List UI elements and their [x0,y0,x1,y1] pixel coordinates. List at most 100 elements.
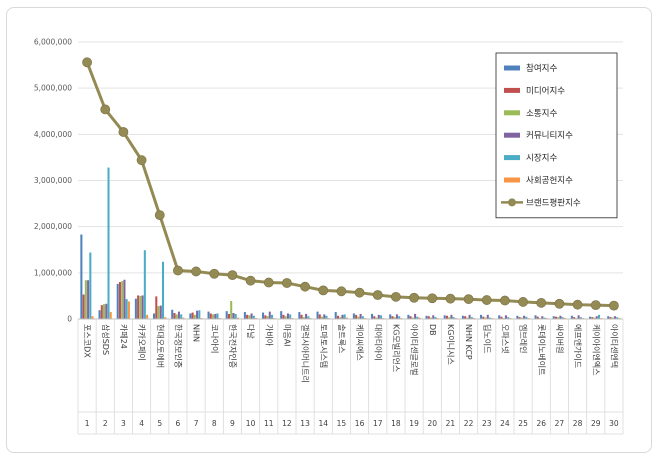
rank-label: 19 [409,419,419,428]
category-label: 카카오페이 [137,324,147,361]
bar [161,261,165,319]
rank-label: 26 [536,419,546,428]
rank-label: 13 [300,419,310,428]
bar [196,310,199,319]
bar [230,300,233,319]
bar [264,315,267,319]
line-marker [391,291,401,302]
line-marker [300,281,310,292]
bar [262,312,265,319]
bar [159,305,162,319]
rank-label: 28 [573,419,583,428]
bar [448,317,451,319]
bar [395,314,398,319]
line-marker [518,297,528,307]
rank-label: 21 [446,419,456,428]
category-label: KG모빌리언스 [391,324,401,372]
bar [300,314,303,319]
bar [109,312,112,319]
bar [488,317,492,319]
bar [305,313,308,319]
bar [589,316,592,319]
bar [523,315,526,319]
bar [445,315,448,319]
bar [613,316,616,319]
category-label: KG이니시스 [446,324,456,365]
rank-label: 27 [555,419,565,428]
bar [216,313,219,319]
bar [391,316,394,319]
rank-label: 24 [500,419,510,428]
bar [180,314,183,319]
bar [289,314,292,319]
y-axis: 0 1,000,000 2,000,000 3,000,000 4,000,000 5,0… [34,38,72,324]
rank-label: 14 [318,419,328,428]
bar [611,317,614,319]
category-label: 카페24 [119,324,129,349]
rank-label: 9 [230,419,235,428]
legend-label: 미디어지수 [526,85,565,96]
line-marker [427,293,438,304]
bar [323,314,326,319]
line-marker [100,104,111,115]
bar [389,314,392,319]
bar [466,317,469,319]
bar [246,314,249,319]
bar [554,316,557,319]
rank-label: 30 [609,419,619,428]
bar [482,316,485,319]
bar [518,317,521,319]
bar [121,281,124,319]
bar [339,317,342,319]
line-marker [500,295,510,306]
bar [486,314,489,319]
bar [352,313,355,319]
bar [193,314,196,319]
bar [341,314,344,319]
category-label: NHN [192,324,201,342]
rank-label: 25 [518,419,528,428]
line-marker [481,295,492,305]
bar [543,317,546,319]
y-tick-label: 4,000,000 [34,130,72,139]
line-marker [590,300,601,311]
bar [234,313,237,319]
bar [373,316,376,319]
bar [87,280,90,319]
bar [577,315,580,319]
bar [593,317,596,319]
bar [377,314,380,319]
bar [98,310,101,319]
bar [616,317,619,319]
category-label: 롯데이노베이트 [537,324,547,376]
category-label: 딥노이드 [482,324,492,353]
category-label: 한국정보인증 [173,324,183,368]
bar [91,316,94,319]
rank-label: 5 [157,419,162,428]
bar [89,252,92,319]
line-marker [173,265,183,276]
legend-swatch [504,65,520,71]
legend-label: 커뮤니티지수 [526,130,573,141]
bar [359,313,362,319]
bar [541,316,544,319]
bar [155,296,158,319]
legend-swatch [504,177,520,183]
bar [371,313,374,319]
line-marker [536,297,547,308]
bar [597,314,601,319]
bar [316,311,319,319]
bar [450,314,453,319]
bar [480,314,483,319]
bar [153,313,156,319]
bar [468,314,471,319]
bar [570,315,573,319]
line-marker [445,293,456,304]
category-label: NHN KCP [464,324,473,360]
bar [214,313,217,319]
bar [559,315,562,319]
category-label: 현대오토에버 [155,324,165,368]
bar [157,306,160,319]
bar [105,303,108,319]
bar [302,317,305,319]
